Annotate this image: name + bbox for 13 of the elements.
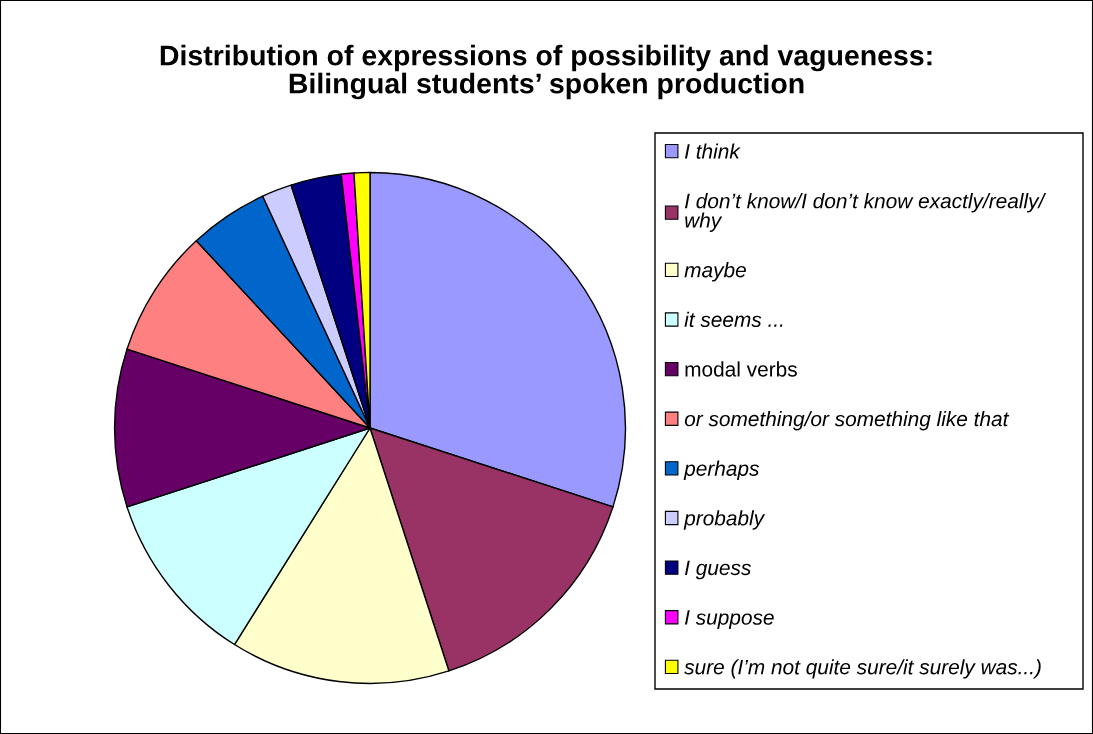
legend-label: I suppose [684, 610, 774, 629]
legend-label: I don’t know/I don’t know exactly/really/why [684, 193, 1047, 232]
legend-label: or something/or something like that [684, 410, 1010, 431]
legend-label: I think [684, 143, 741, 159]
legend-label: sure (I’m not quite sure/it surely was...) [684, 659, 1041, 679]
legend-label: it seems ... [684, 311, 783, 328]
chart-subtitle: Bilingual students’ spoken production [289, 72, 804, 100]
legend-label: maybe [684, 262, 746, 282]
legend-label: probably [683, 510, 766, 530]
legend-label: perhaps [683, 460, 760, 481]
chart-title: Distribution of expressions of possibility and vagueness: [160, 44, 932, 72]
legend-label: I guess [684, 560, 751, 580]
legend-label: modal verbs [685, 361, 797, 377]
